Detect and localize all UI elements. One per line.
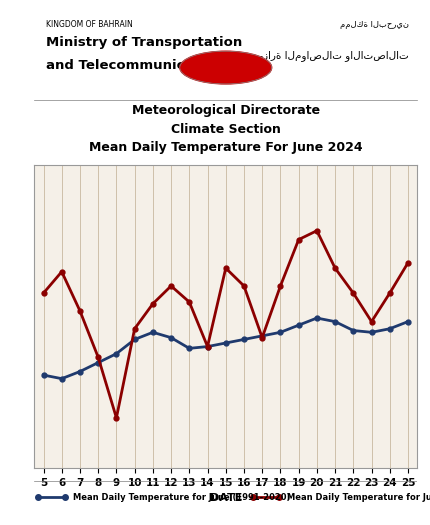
Text: وزارة المواصلات والاتصالات: وزارة المواصلات والاتصالات <box>259 50 409 61</box>
Text: مملكة البحرين: مملكة البحرين <box>341 20 409 29</box>
Text: Meteorological Directorate
Climate Section
Mean Daily Temperature For June 2024: Meteorological Directorate Climate Secti… <box>89 104 362 154</box>
Text: and Telecommunications: and Telecommunications <box>46 59 231 72</box>
Circle shape <box>180 51 272 84</box>
Text: Mean Daily Temperature for June 2024: Mean Daily Temperature for June 2024 <box>287 493 430 502</box>
X-axis label: DATE: DATE <box>209 493 242 503</box>
Text: Ministry of Transportation: Ministry of Transportation <box>46 36 242 49</box>
Text: KINGDOM OF BAHRAIN: KINGDOM OF BAHRAIN <box>46 20 132 29</box>
Text: Mean Daily Temperature for June (1991-2020): Mean Daily Temperature for June (1991-20… <box>73 493 290 502</box>
